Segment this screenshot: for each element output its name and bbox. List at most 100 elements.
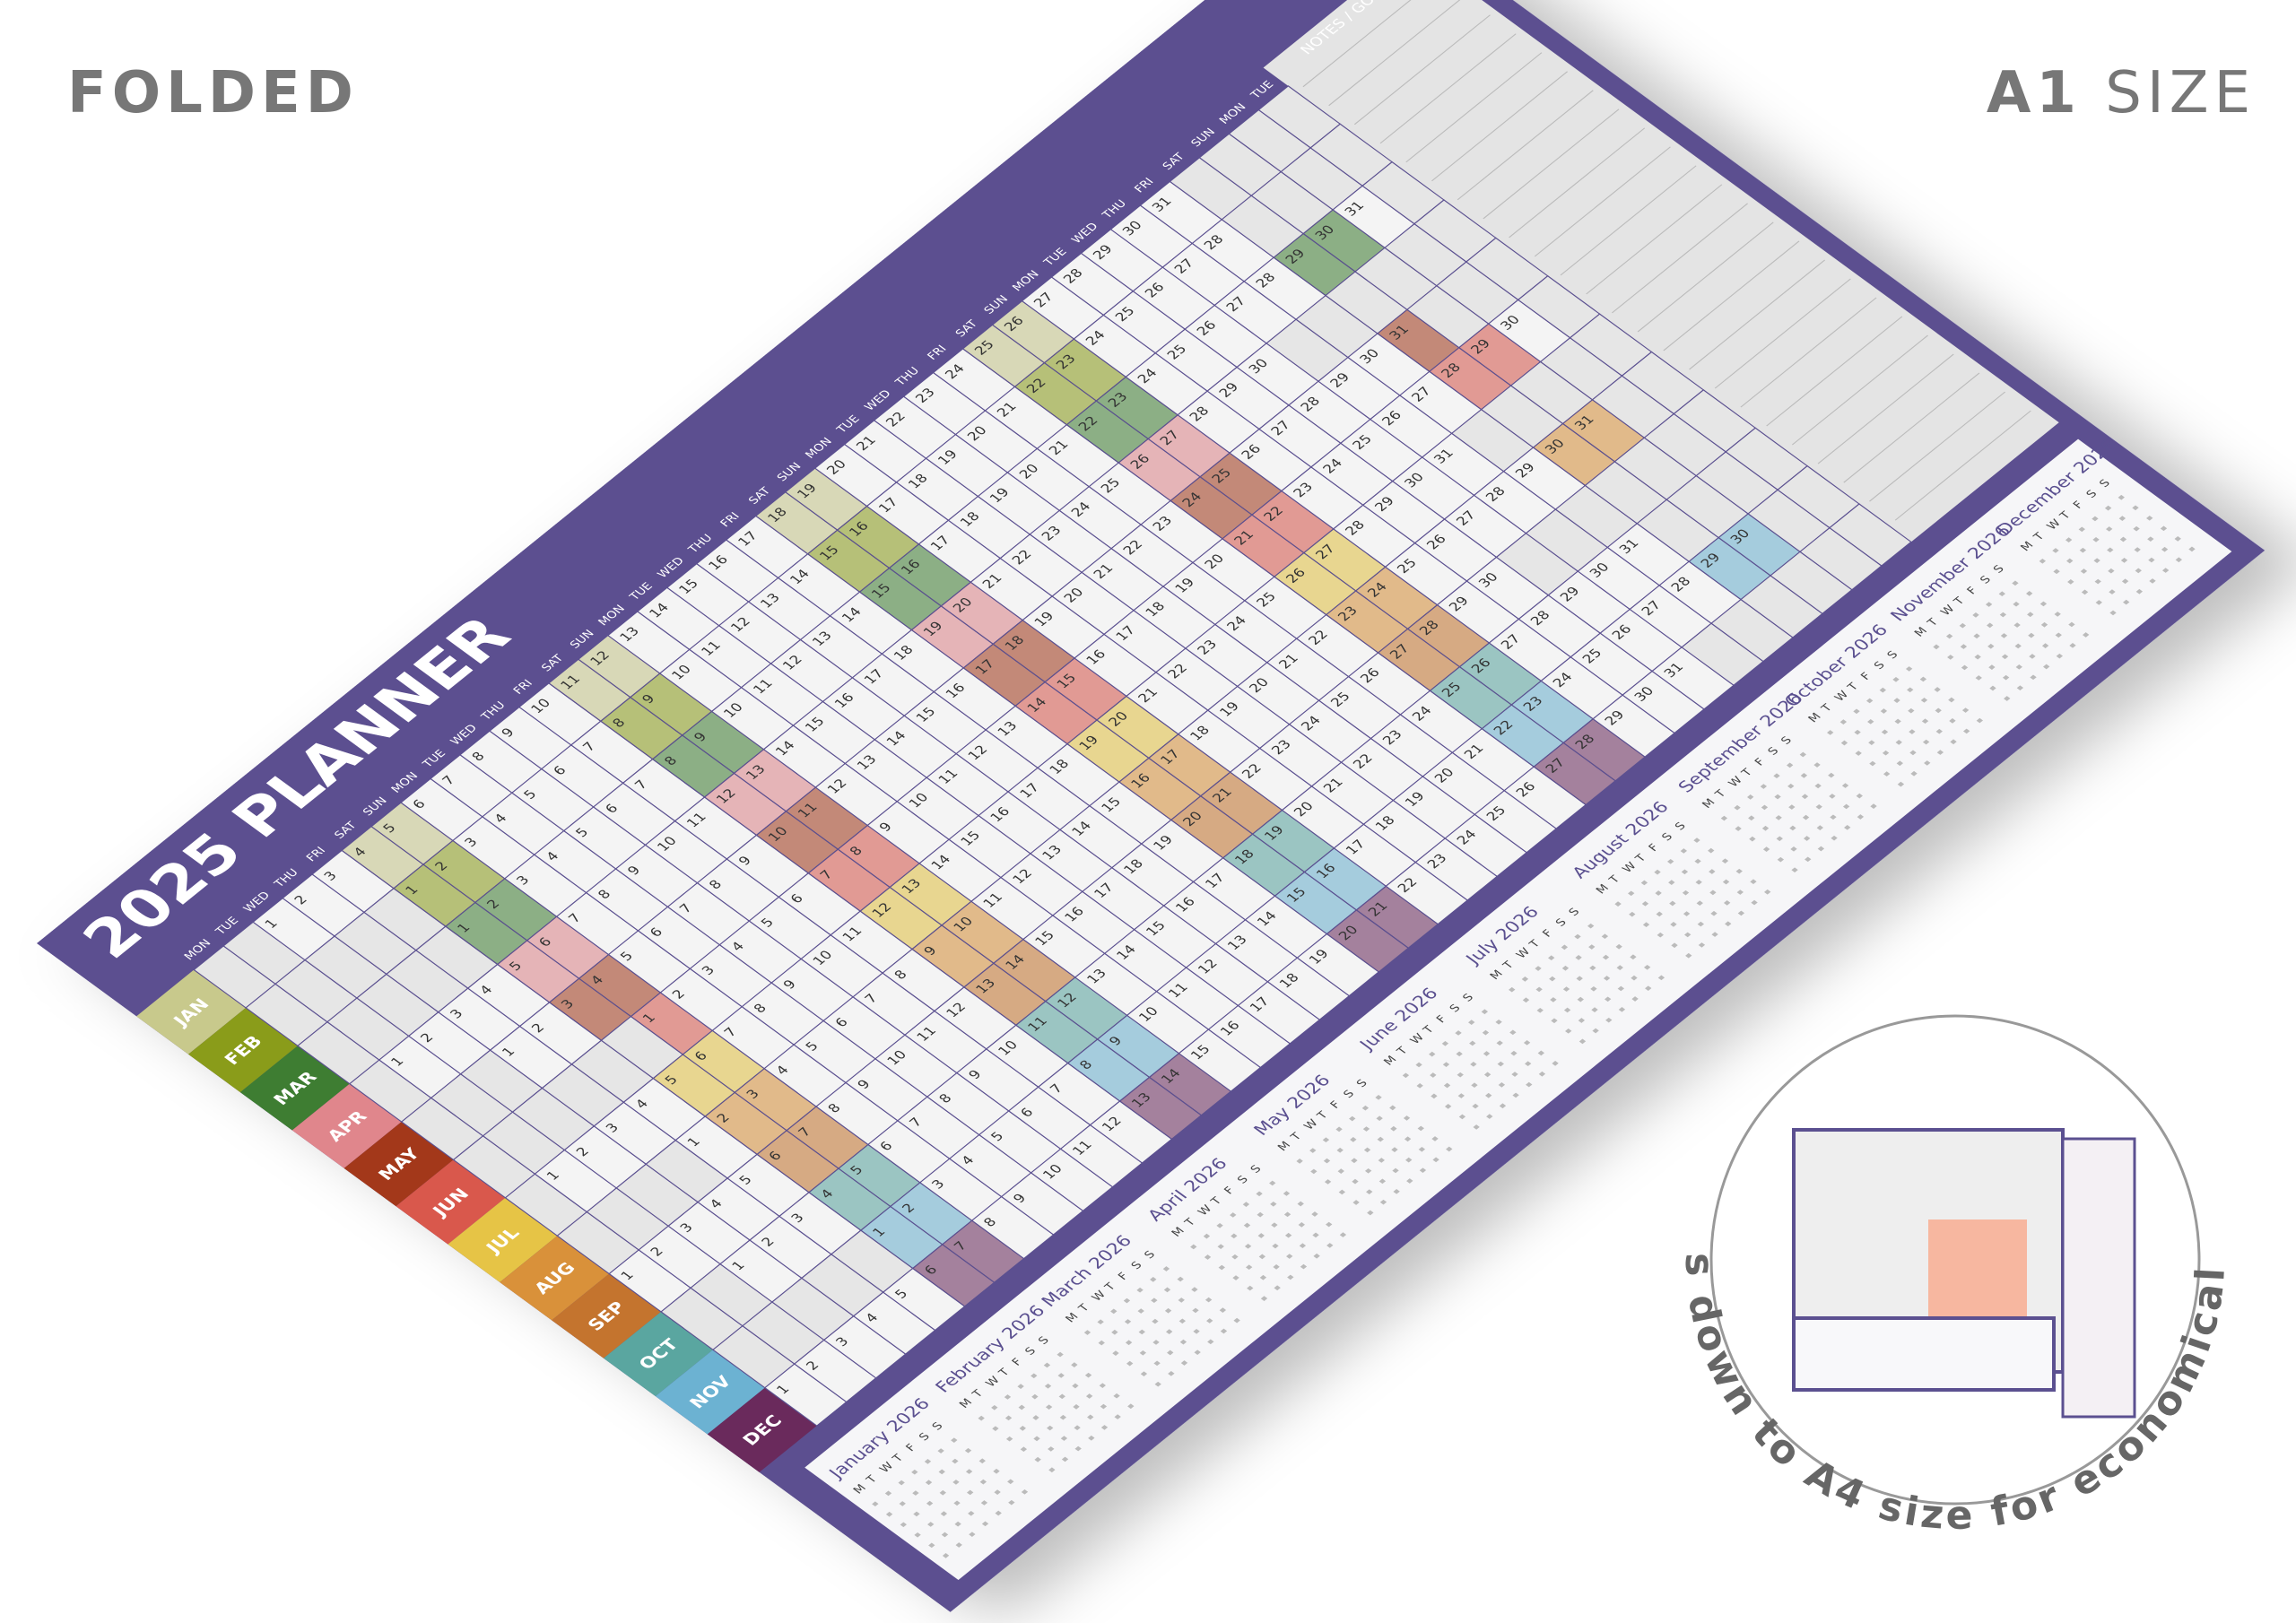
notes-line — [1894, 410, 2031, 521]
notes-line — [1586, 184, 1723, 295]
calendar-strip — [804, 438, 2232, 1581]
calendar-row — [1551, 949, 1643, 1024]
calendar-row — [1247, 1216, 1339, 1291]
calendar-row — [1961, 595, 2054, 671]
calendar-row — [1883, 702, 1976, 777]
calendar-row — [2081, 520, 2174, 595]
calendar-row — [1431, 1024, 1523, 1099]
calendar-row — [1098, 1271, 1191, 1346]
notes-line — [1766, 316, 1903, 427]
calendar-row — [1536, 938, 1630, 1013]
calendar-row — [1671, 873, 1763, 949]
calendar-row — [1522, 928, 1615, 1003]
inset-fold — [2061, 1137, 2136, 1419]
calendar-row — [1657, 863, 1750, 938]
calendar-row — [1005, 1367, 1099, 1442]
calendar-row — [1352, 1131, 1446, 1205]
calendar-row — [1642, 853, 1735, 928]
calendar-row — [1509, 917, 1601, 993]
notes-line — [1353, 14, 1491, 126]
notes-line — [1663, 240, 1800, 352]
month-tab — [448, 1197, 558, 1282]
notes-line — [1302, 0, 1439, 88]
notes-line — [1689, 259, 1826, 370]
size-label: A1 SIZE — [1987, 60, 2256, 126]
calendar-row — [1947, 586, 2039, 660]
calendar-row — [1827, 661, 1919, 735]
calendar-row — [1296, 1089, 1389, 1164]
notes-line — [1740, 297, 1877, 408]
calendar-row — [1791, 798, 1884, 873]
notes-line — [1534, 146, 1671, 257]
month-tab — [136, 969, 247, 1055]
calendar-row — [1578, 969, 1672, 1045]
calendar-row — [1777, 787, 1870, 863]
calendar-row — [942, 1484, 1035, 1558]
calendar-row — [1154, 1312, 1248, 1387]
calendar-row — [1204, 1185, 1297, 1260]
notes-line — [1431, 71, 1569, 182]
calendar-row — [1614, 832, 1708, 907]
notes-line — [1843, 372, 1980, 483]
calendar-row — [978, 1346, 1071, 1421]
calendar-row — [2039, 490, 2132, 564]
calendar-row — [2109, 541, 2202, 616]
notes-line — [1637, 221, 1774, 333]
notes-area — [1263, 0, 2059, 542]
calendar-row — [1112, 1281, 1205, 1356]
calendar-row — [1840, 671, 1934, 746]
day-cell — [1829, 503, 1912, 567]
calendar-row — [900, 1453, 993, 1528]
notes-line — [1509, 127, 1646, 239]
calendar-row — [1565, 959, 1657, 1034]
notes-line — [1405, 52, 1543, 163]
notes-line — [1560, 165, 1697, 276]
calendar-row — [1989, 616, 2082, 691]
calendar-row — [1897, 712, 1990, 787]
inset-tint — [1928, 1219, 2027, 1318]
calendar-row — [2067, 510, 2160, 585]
month-tab — [291, 1083, 402, 1168]
calendar-row — [914, 1463, 1007, 1538]
calendar-row — [1975, 606, 2068, 681]
month-tab — [239, 1046, 350, 1131]
calendar-row — [872, 1432, 964, 1507]
notes-line — [1457, 90, 1594, 201]
calendar-row — [928, 1473, 1021, 1549]
inset-calendar — [1792, 1316, 2056, 1392]
calendar-row — [1735, 757, 1828, 831]
month-tab — [344, 1122, 454, 1207]
calendar-row — [1416, 1014, 1509, 1089]
notes-line — [1328, 0, 1465, 107]
calendar-row — [1933, 575, 2025, 650]
notes-line — [1791, 334, 1928, 446]
notes-line — [1817, 353, 1954, 464]
notes-line — [1483, 108, 1620, 220]
calendar-row — [1685, 883, 1778, 959]
calendar-row — [1458, 1045, 1552, 1120]
calendar-row — [1260, 1227, 1353, 1301]
calendar-row — [1855, 681, 1948, 756]
calendar-row — [1140, 1302, 1233, 1376]
calendar-row — [1310, 1099, 1403, 1175]
size-bold: A1 — [1987, 60, 2082, 126]
calendar-row — [1473, 1055, 1566, 1130]
calendar-row — [1232, 1206, 1325, 1280]
folded-label: FOLDED — [67, 60, 359, 126]
calendar-row — [1083, 1261, 1177, 1335]
month-tab — [187, 1007, 298, 1093]
month-tab — [396, 1159, 506, 1245]
calendar-row — [1034, 1387, 1127, 1462]
calendar-row — [885, 1442, 978, 1517]
calendar-row — [992, 1357, 1084, 1432]
calendar-row — [1869, 691, 1961, 767]
calendar-row — [1048, 1398, 1141, 1473]
calendar-row — [1720, 746, 1813, 821]
notes-line — [1611, 203, 1749, 314]
notes-line — [1714, 278, 1851, 389]
calendar-row — [1749, 767, 1841, 842]
calendar-row — [1338, 1120, 1431, 1195]
calendar-row — [1218, 1195, 1311, 1271]
calendar-row — [1402, 1003, 1495, 1079]
